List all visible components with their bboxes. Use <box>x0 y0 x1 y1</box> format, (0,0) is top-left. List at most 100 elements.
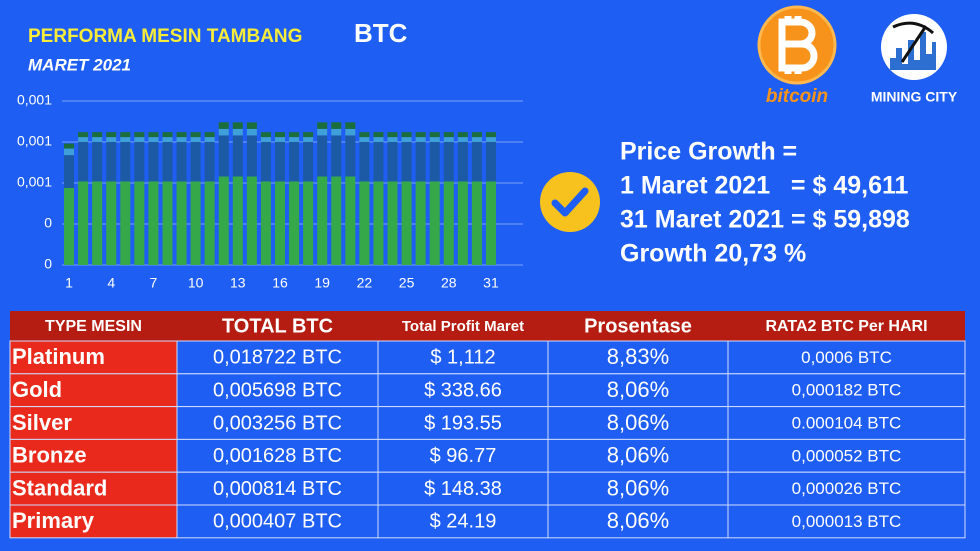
bar-segment <box>120 142 131 182</box>
cell: 0,000182 BTC <box>792 381 902 400</box>
y-tick-label: 0,001 <box>17 92 52 108</box>
price-line: 31 Maret 2021 = $ 59,898 <box>620 206 910 234</box>
bar-segment <box>345 135 356 177</box>
bar-segment <box>78 132 89 138</box>
bar-segment <box>275 137 285 142</box>
cell: 8,06% <box>607 508 669 533</box>
x-tick-label: 10 <box>188 275 204 291</box>
bar-segment <box>457 142 468 182</box>
cell-bg <box>9 438 178 473</box>
check-mark <box>551 187 589 217</box>
cell: 8,06% <box>607 377 669 402</box>
bar-segment <box>106 142 117 182</box>
bar-segment <box>303 137 314 142</box>
bar-segment <box>401 132 412 138</box>
table: TYPE MESIN TOTAL BTC Total Profit Maret Pro… <box>9 311 966 539</box>
bar-segment <box>485 137 496 142</box>
bar-segment <box>232 176 243 265</box>
cell: 0,001628 BTC <box>213 445 342 467</box>
bar-segment <box>331 176 342 265</box>
price-line: 1 Maret 2021 = $ 49,611 <box>620 172 909 200</box>
bar-segment <box>471 132 482 138</box>
bitcoin-label: bitcoin <box>766 86 828 107</box>
bar-segment <box>204 142 215 182</box>
bar-segment <box>345 176 356 265</box>
x-tick-label: 4 <box>107 275 115 291</box>
bar-segment <box>176 142 187 182</box>
chart: 0 0 0,001 0,001 0,001 1 4 7 10 13 16 19 22 25 28 31 <box>17 92 523 291</box>
cell: $ 193.55 <box>424 412 502 434</box>
bar-segment <box>218 128 229 136</box>
bar-segment <box>176 137 187 142</box>
subtitle: MARET 2021 <box>28 55 131 74</box>
bar-segment <box>275 142 285 182</box>
header-cell: TYPE MESIN <box>45 318 142 335</box>
cell-bg <box>727 373 966 408</box>
cell: 0,0006 BTC <box>801 348 892 367</box>
cell-bg <box>377 471 549 506</box>
bar-segment <box>401 181 412 265</box>
bar-segment <box>190 181 201 265</box>
bar-segment <box>415 137 426 142</box>
cell-bg <box>377 406 549 440</box>
cell: $ 96.77 <box>430 445 497 467</box>
bar-segment <box>134 142 145 182</box>
bar-segment <box>303 132 314 138</box>
row-label: Primary <box>12 508 95 533</box>
bar-segment <box>120 181 131 265</box>
cell: 8,83% <box>607 344 669 369</box>
bar-segment <box>176 181 187 265</box>
cell-bg <box>547 471 729 506</box>
bar-segment <box>415 132 426 138</box>
bar-segment <box>260 142 271 182</box>
y-tick-label: 0 <box>44 256 52 272</box>
bar-segment <box>471 142 482 182</box>
bar-segment <box>317 176 328 265</box>
bar-segment <box>190 132 201 138</box>
bitcoin-symbol <box>778 16 818 74</box>
cell: 8,06% <box>607 475 669 500</box>
bar-segment <box>106 132 117 138</box>
cell-bg <box>9 340 178 375</box>
bar-segment <box>373 142 384 182</box>
cell-bg <box>727 471 966 506</box>
cell: $ 1,112 <box>430 347 495 369</box>
x-tick-label: 25 <box>399 275 415 291</box>
bar-segment <box>415 181 426 265</box>
price-line: Growth 20,73 % <box>620 240 806 268</box>
bar-segment <box>317 122 328 129</box>
bar-segment <box>443 181 454 265</box>
bar-segment <box>64 155 75 188</box>
header-cell: Prosentase <box>584 315 692 337</box>
bar-segment <box>64 187 75 265</box>
x-tick-label: 7 <box>150 275 158 291</box>
bar-segment <box>359 132 370 138</box>
bar-segment <box>401 142 412 182</box>
bar-segment <box>387 142 398 182</box>
cell-bg <box>547 504 729 539</box>
cell-bg <box>176 504 379 539</box>
bar-segment <box>162 181 173 265</box>
cell-bg <box>377 438 549 473</box>
bar-segment <box>204 181 215 265</box>
bar-segment <box>289 181 300 265</box>
bar-segment <box>485 181 496 265</box>
cell: $ 338.66 <box>424 379 502 401</box>
bar-segment <box>120 137 131 142</box>
cell: 0,000052 BTC <box>792 446 902 465</box>
bar-segment <box>176 132 187 138</box>
title: PERFORMA MESIN TAMBANG <box>28 26 302 47</box>
cell-bg <box>547 406 729 440</box>
bar-segment <box>359 181 370 265</box>
table-header-bg <box>10 311 965 341</box>
cell: $ 24.19 <box>430 511 497 533</box>
bar-segment <box>92 142 103 182</box>
bar-segment <box>218 176 229 265</box>
bar-segment <box>317 135 328 177</box>
bar-segment <box>303 181 314 265</box>
bar-segment <box>373 132 384 138</box>
bar-segment <box>232 122 243 129</box>
price-line: Price Growth = <box>620 138 797 166</box>
bar-segment <box>64 143 75 149</box>
